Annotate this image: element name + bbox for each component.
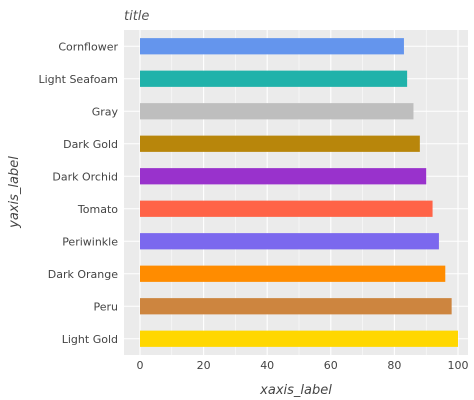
y-tick-label: Light Gold [62, 333, 118, 346]
bars [140, 38, 458, 347]
y-tick-label: Dark Orchid [52, 170, 118, 183]
x-tick-label: 80 [387, 359, 401, 372]
chart-title: title [124, 9, 149, 24]
x-tick-label: 40 [260, 359, 274, 372]
y-tick-label: Periwinkle [62, 235, 118, 248]
bar-light-gold [140, 330, 458, 347]
bar-light-seafoam [140, 70, 408, 87]
x-tick-label: 20 [197, 359, 211, 372]
x-tick-label: 100 [448, 359, 469, 372]
y-axis-label: yaxis_label [7, 156, 22, 229]
y-tick-label: Tomato [77, 203, 118, 216]
x-tick-label: 60 [324, 359, 338, 372]
x-tick-labels: 0 20 40 60 80 100 [137, 359, 469, 372]
y-tick-label: Dark Orange [48, 268, 118, 281]
y-tick-label: Cornflower [58, 40, 118, 53]
y-tick-label: Peru [93, 300, 118, 313]
y-tick-label: Light Seafoam [39, 73, 119, 86]
y-tick-labels: Cornflower Light Seafoam Gray Dark Gold Dark… [39, 40, 119, 346]
y-tick-label: Gray [92, 105, 119, 118]
x-axis-label: xaxis_label [259, 383, 332, 398]
bar-cornflower [140, 38, 404, 55]
x-tick-label: 0 [137, 359, 144, 372]
y-tick-label: Dark Gold [63, 138, 118, 151]
bar-gray [140, 103, 414, 120]
bar-dark-gold [140, 135, 420, 152]
bar-dark-orchid [140, 168, 427, 185]
bar-periwinkle [140, 233, 439, 250]
bar-peru [140, 298, 452, 315]
bar-tomato [140, 200, 433, 217]
bar-dark-orange [140, 265, 446, 282]
